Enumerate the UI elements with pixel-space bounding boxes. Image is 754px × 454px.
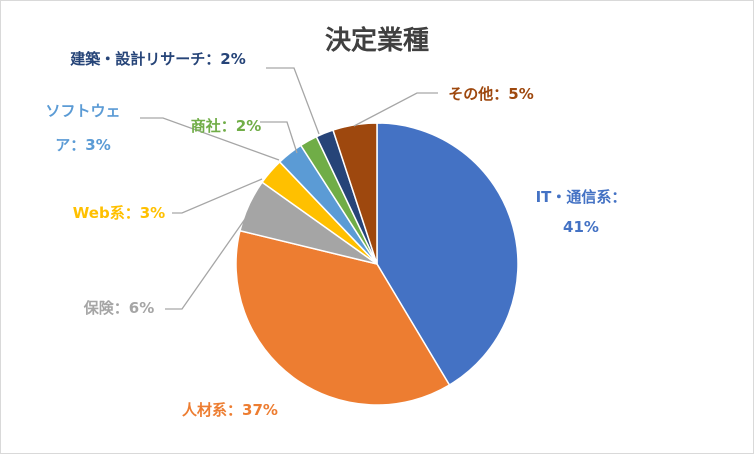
leader-line-hoken	[165, 218, 246, 310]
pie-slice-1	[235, 229, 451, 406]
data-label-it-line2: 41%	[563, 218, 599, 236]
data-label-shosha: 商社：2%	[191, 117, 261, 135]
data-label-jinzai: 人材系：37%	[182, 401, 278, 419]
data-label-kenchiku: 建築・設計リサーチ：2%	[70, 50, 245, 68]
pie-slices	[235, 122, 519, 406]
pie-slice-0	[376, 122, 519, 387]
data-label-software-line1: ソフトウェ	[45, 102, 120, 120]
chart-title: 決定業種	[324, 26, 429, 56]
leader-line-software	[140, 117, 280, 161]
data-label-other: その他：5%	[448, 85, 533, 103]
leader-line-kenchiku	[266, 67, 320, 135]
data-label-it-line1: IT・通信系：	[536, 188, 627, 206]
data-label-hoken: 保険：6%	[83, 299, 154, 317]
pie-slice-7	[332, 122, 378, 265]
data-label-software-line2: ア：3%	[55, 136, 110, 154]
leader-line-shosha	[260, 121, 298, 154]
leader-line-web	[172, 178, 263, 214]
leader-line-other	[353, 92, 438, 127]
data-label-web: Web系：3%	[73, 204, 165, 222]
